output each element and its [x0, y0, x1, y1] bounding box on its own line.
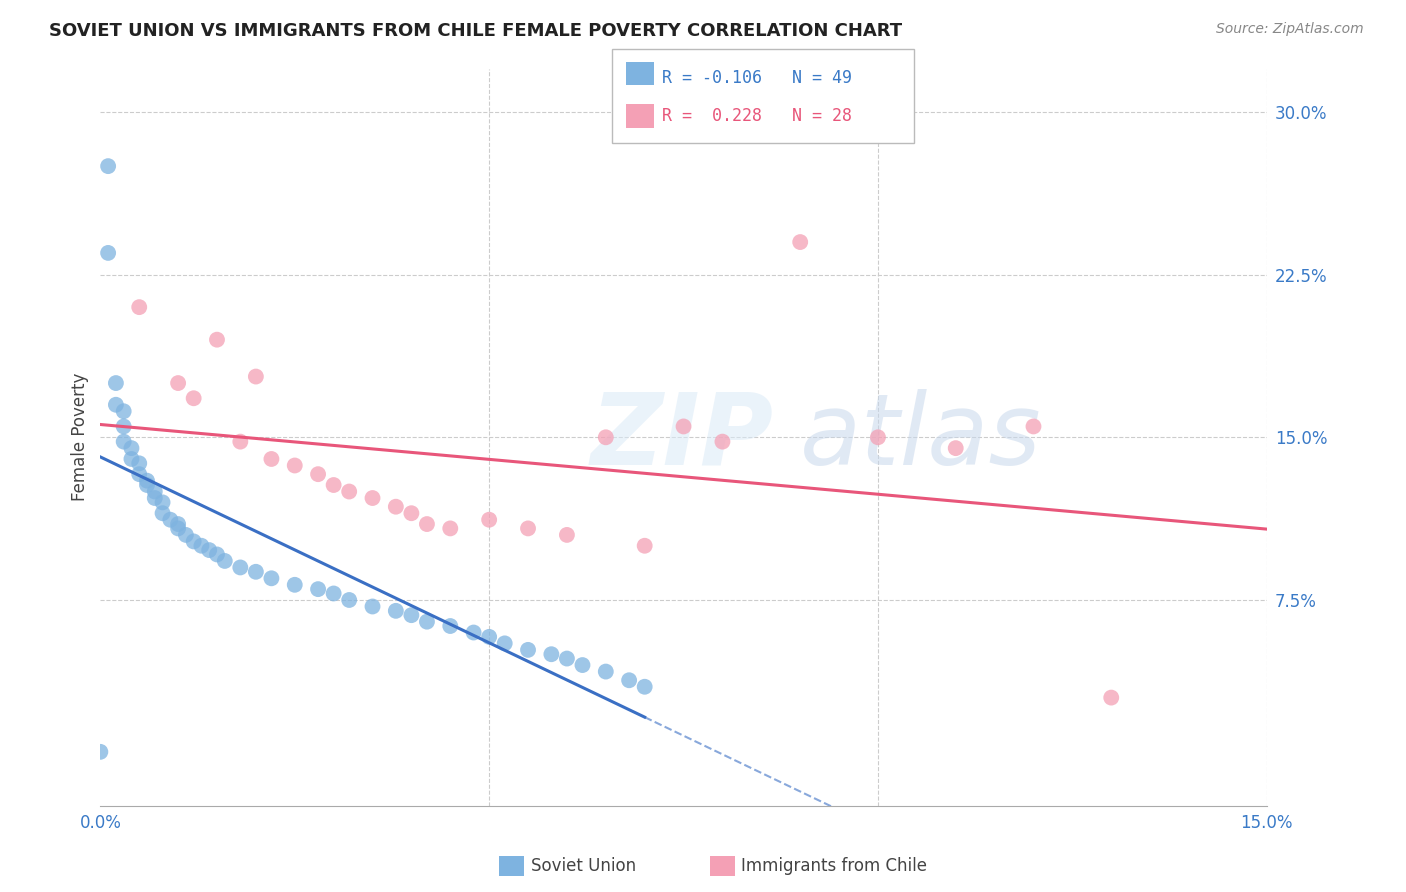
- Point: [307, 467, 329, 482]
- Point: [152, 495, 174, 509]
- Point: [120, 452, 142, 467]
- Point: [416, 517, 439, 532]
- Point: [634, 680, 657, 694]
- Text: R = -0.106   N = 49: R = -0.106 N = 49: [662, 69, 852, 87]
- Point: [245, 369, 267, 384]
- Point: [571, 658, 593, 673]
- Point: [789, 235, 811, 249]
- Point: [183, 534, 205, 549]
- Point: [322, 478, 344, 492]
- Point: [517, 521, 540, 535]
- Point: [229, 560, 252, 574]
- Point: [128, 467, 150, 482]
- Point: [104, 398, 127, 412]
- Text: ZIP: ZIP: [591, 389, 773, 486]
- Text: Soviet Union: Soviet Union: [531, 857, 637, 875]
- Point: [401, 608, 423, 623]
- Point: [183, 391, 205, 405]
- Point: [284, 458, 307, 473]
- Point: [361, 599, 384, 614]
- Text: atlas: atlas: [800, 389, 1042, 486]
- Point: [463, 625, 485, 640]
- Point: [167, 376, 190, 390]
- Point: [478, 630, 501, 644]
- Text: R =  0.228   N = 28: R = 0.228 N = 28: [662, 107, 852, 125]
- Point: [361, 491, 384, 505]
- Point: [104, 376, 127, 390]
- Point: [307, 582, 329, 596]
- Point: [136, 478, 159, 492]
- Point: [214, 554, 236, 568]
- Point: [136, 474, 159, 488]
- Text: Immigrants from Chile: Immigrants from Chile: [741, 857, 927, 875]
- Point: [337, 484, 360, 499]
- Point: [672, 419, 695, 434]
- Point: [439, 619, 461, 633]
- Point: [190, 539, 212, 553]
- Point: [385, 604, 408, 618]
- Point: [198, 543, 221, 558]
- Point: [205, 548, 228, 562]
- Point: [555, 651, 578, 665]
- Y-axis label: Female Poverty: Female Poverty: [72, 373, 89, 501]
- Point: [97, 246, 120, 260]
- Point: [1022, 419, 1045, 434]
- Point: [120, 441, 142, 455]
- Point: [284, 578, 307, 592]
- Point: [385, 500, 408, 514]
- Point: [167, 517, 190, 532]
- Point: [89, 745, 111, 759]
- Point: [517, 643, 540, 657]
- Point: [245, 565, 267, 579]
- Point: [229, 434, 252, 449]
- Point: [337, 593, 360, 607]
- Point: [439, 521, 461, 535]
- Point: [167, 521, 190, 535]
- Point: [945, 441, 967, 455]
- Point: [540, 647, 562, 661]
- Text: SOVIET UNION VS IMMIGRANTS FROM CHILE FEMALE POVERTY CORRELATION CHART: SOVIET UNION VS IMMIGRANTS FROM CHILE FE…: [49, 22, 903, 40]
- Point: [143, 491, 166, 505]
- Point: [595, 665, 617, 679]
- Point: [634, 539, 657, 553]
- Point: [416, 615, 439, 629]
- Point: [617, 673, 640, 688]
- Point: [322, 586, 344, 600]
- Point: [478, 513, 501, 527]
- Point: [260, 452, 283, 467]
- Point: [112, 404, 135, 418]
- Point: [152, 506, 174, 520]
- Point: [128, 300, 150, 314]
- Point: [205, 333, 228, 347]
- Point: [143, 484, 166, 499]
- Point: [494, 636, 516, 650]
- Point: [1099, 690, 1122, 705]
- Point: [866, 430, 889, 444]
- Point: [401, 506, 423, 520]
- Point: [595, 430, 617, 444]
- Point: [112, 434, 135, 449]
- Point: [260, 571, 283, 585]
- Point: [128, 456, 150, 470]
- Point: [174, 528, 197, 542]
- Point: [159, 513, 181, 527]
- Point: [555, 528, 578, 542]
- Point: [711, 434, 734, 449]
- Point: [112, 419, 135, 434]
- Text: Source: ZipAtlas.com: Source: ZipAtlas.com: [1216, 22, 1364, 37]
- Point: [97, 159, 120, 173]
